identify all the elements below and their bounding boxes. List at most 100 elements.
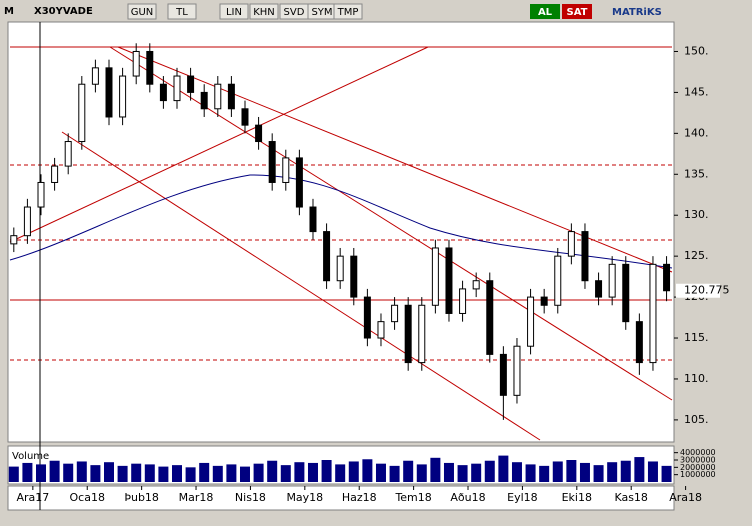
candle-body [404, 304, 412, 364]
trend-lines [9, 46, 673, 441]
volume-bar [443, 462, 454, 482]
candle-body [255, 124, 263, 143]
volume-bar [471, 463, 482, 482]
toolbar-button[interactable] [249, 3, 279, 20]
x-tick-label: Kas18 [614, 491, 648, 504]
volume-label: Volume [12, 451, 49, 462]
y-tick-label: 125. [684, 249, 709, 262]
y-tick-label: 105. [684, 413, 709, 426]
candle-body [499, 353, 507, 396]
candle-body [635, 321, 643, 364]
y-tick-label: 115. [684, 331, 709, 344]
candle-body [527, 296, 535, 347]
toolbar-button[interactable] [333, 3, 363, 20]
y-tick-label: 150. [684, 44, 709, 57]
toolbar-items: M X30YVADE AL SAT MATRiKS [4, 4, 662, 19]
volume-bar [8, 466, 19, 482]
volume-bar [117, 465, 128, 482]
candle-body [146, 50, 154, 85]
brand: MATRiKS [612, 7, 662, 18]
volume-bar [199, 462, 210, 482]
candle-body [363, 296, 371, 339]
volume-bar [607, 462, 618, 482]
candle-body [445, 247, 453, 314]
candle-body [132, 50, 140, 77]
volume-bar [375, 463, 386, 482]
volume-tick-label: 2000000 [680, 463, 716, 472]
volume-bar [171, 465, 182, 482]
volume-bar [661, 465, 672, 482]
candle-body [540, 296, 548, 306]
last-price-box [676, 283, 720, 298]
x-tick-label: Ara18 [669, 491, 702, 504]
x-tick-label: Aðu18 [450, 491, 485, 504]
symbol[interactable]: X30YVADE [34, 6, 93, 17]
toolbar-button-label: SVD [284, 7, 305, 18]
volume-bar [49, 460, 60, 482]
candle-body [309, 206, 317, 233]
volume-bar [539, 465, 550, 482]
candle-body [622, 263, 630, 323]
candle-body [23, 206, 31, 237]
candle-body [105, 67, 113, 118]
volume-bar [321, 460, 332, 482]
toolbar-button-label: GUN [131, 7, 154, 18]
candle-body [78, 83, 86, 143]
candle-body [214, 83, 222, 110]
volume-bar [484, 460, 495, 482]
candle-body [581, 231, 589, 282]
x-tick-label: Eki18 [562, 491, 592, 504]
volume-bar [226, 464, 237, 482]
time-axis [7, 485, 675, 511]
volume-bar [403, 460, 414, 482]
candle-body [595, 280, 603, 298]
x-tick-label: Eyl18 [507, 491, 538, 504]
volume-bar [593, 465, 604, 482]
candle-body [323, 231, 331, 282]
volume-bar [253, 463, 264, 482]
candle-body [295, 157, 303, 208]
volume-bar [620, 460, 631, 482]
volume-bar [457, 465, 468, 482]
toolbar-button[interactable] [127, 3, 157, 20]
toolbar-button-label: SYM [311, 7, 332, 18]
volume-bar [430, 457, 441, 482]
volume-bar [389, 465, 400, 482]
x-tick-label: Tem18 [394, 491, 431, 504]
candle-body [377, 321, 385, 339]
y-tick-label: 135. [684, 167, 709, 180]
volume-bar [307, 462, 318, 482]
volume-bar [579, 462, 590, 482]
volume-bar [63, 463, 74, 482]
sell-button[interactable] [562, 4, 592, 19]
volume-bar [212, 465, 223, 482]
x-tick-label: Ara17 [16, 491, 49, 504]
candle-body [91, 67, 99, 85]
candle-body [119, 75, 127, 118]
buy-button[interactable] [530, 4, 560, 19]
candle-body [554, 255, 562, 306]
toolbar-button[interactable] [219, 3, 249, 20]
candle-body [64, 141, 72, 167]
volume-bar [525, 464, 536, 482]
x-tick-label: Mar18 [179, 491, 214, 504]
volume-bar [90, 465, 101, 482]
candle-body [567, 231, 575, 257]
volume-bar [647, 461, 658, 482]
candle-body [51, 165, 59, 183]
volume-bar [158, 466, 169, 482]
candle-body [472, 280, 480, 290]
candle-body [282, 157, 290, 183]
volume-tick-label: 4000000 [680, 448, 716, 457]
candle-body [431, 247, 439, 306]
candle-body [268, 141, 276, 183]
volume-bar [131, 463, 142, 482]
candle-body [608, 263, 616, 298]
volume-bar [566, 460, 577, 482]
candle-body [391, 304, 399, 323]
candle-body [513, 345, 521, 396]
candle-body [227, 83, 235, 110]
logo: M [4, 6, 14, 17]
toolbar-button[interactable] [167, 3, 197, 20]
